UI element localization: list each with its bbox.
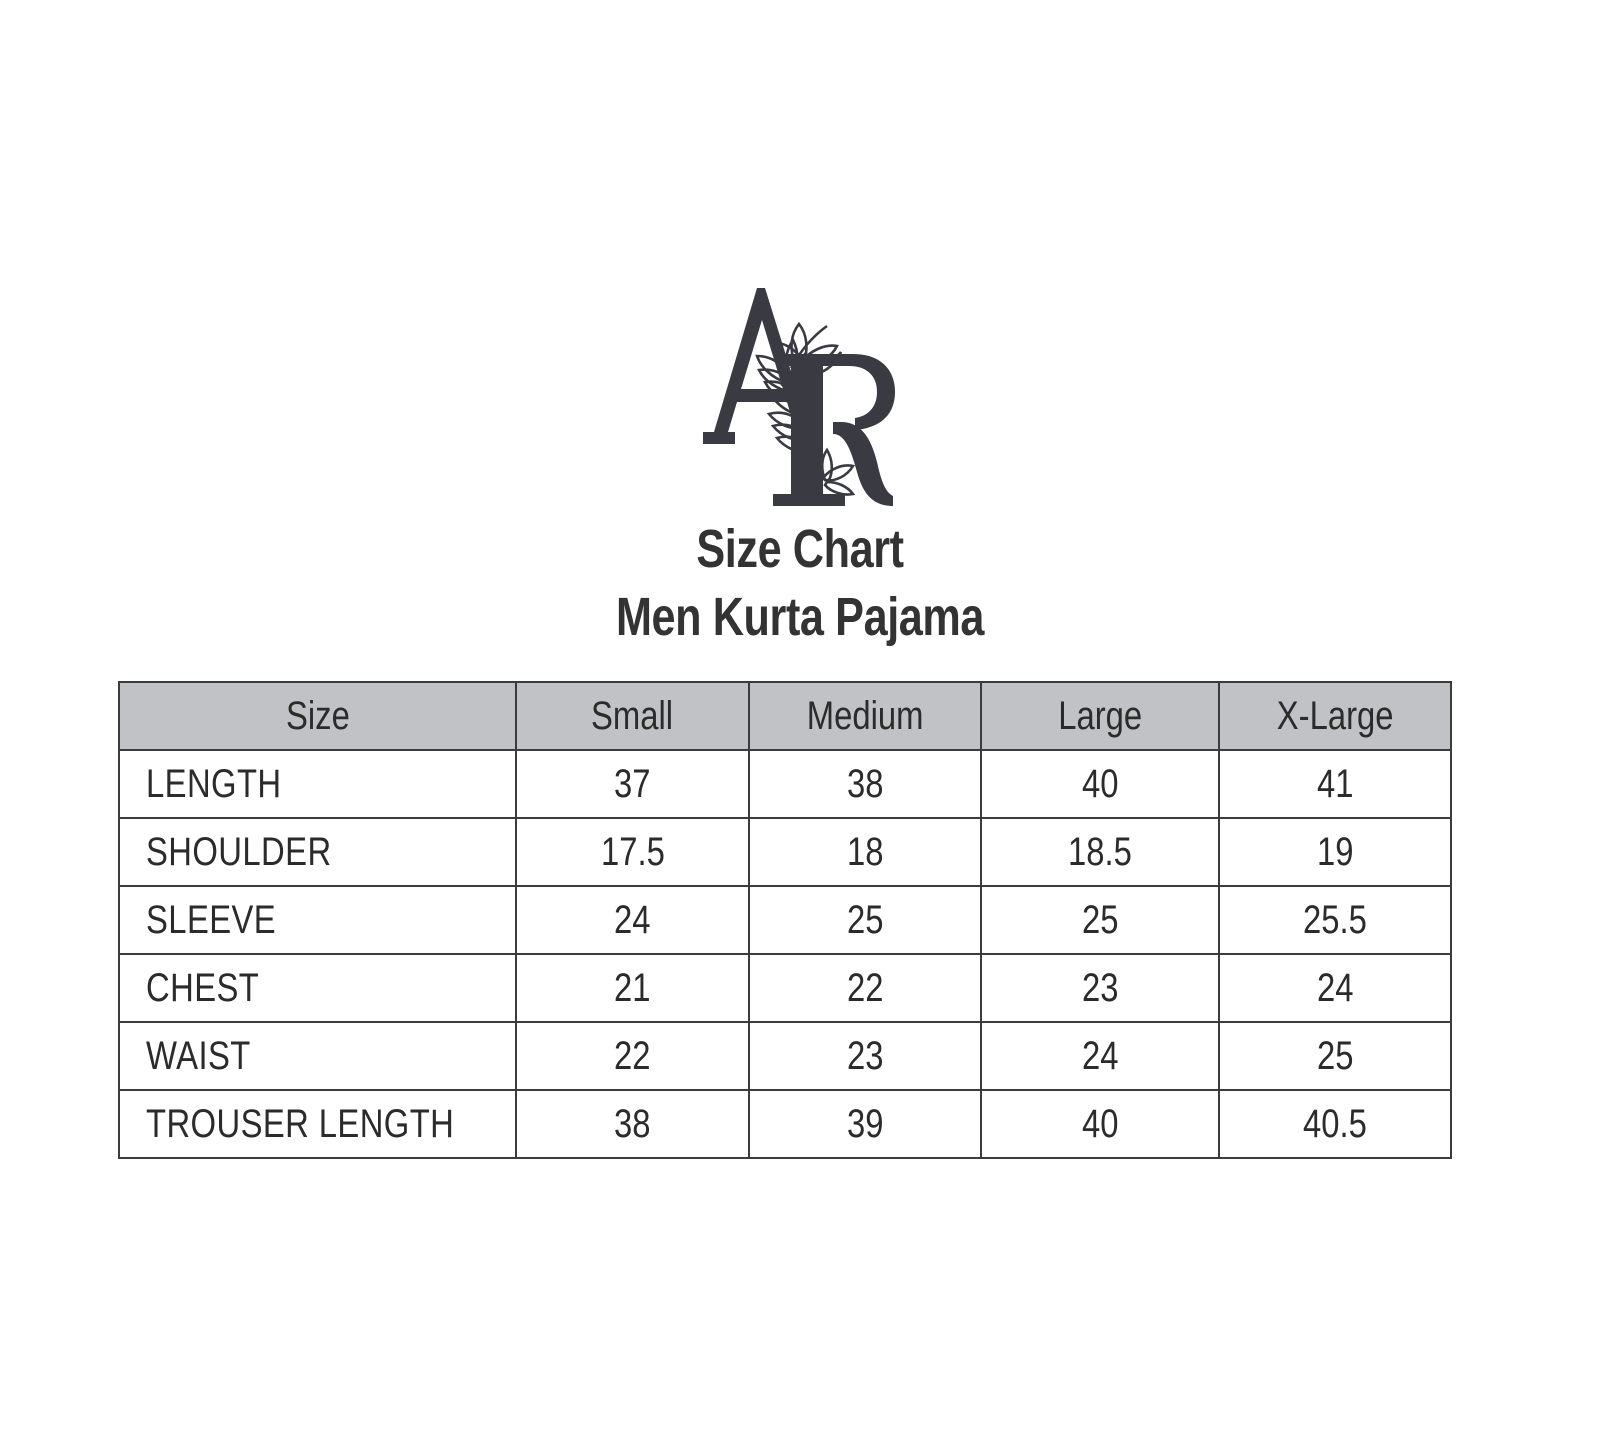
value-cell-xlarge: 41 [1218,749,1452,819]
value-cell-medium: 22 [748,953,982,1023]
value-cell-medium: 38 [748,749,982,819]
value-text: 18.5 [1068,829,1132,874]
column-header-medium-label: Medium [806,693,924,738]
value-cell-small: 21 [515,953,750,1023]
column-header-size-label: Size [285,693,350,738]
row-label: CHEST [146,965,260,1010]
value-text: 39 [846,1101,884,1146]
row-label-cell: WAIST [118,1021,517,1091]
row-label: WAIST [146,1033,251,1078]
value-cell-xlarge: 40.5 [1218,1089,1452,1159]
value-cell-medium: 25 [748,885,982,955]
value-cell-large: 24 [980,1021,1220,1091]
table-row: WAIST 22 23 24 25 [118,1021,1452,1091]
value-text: 24 [1316,965,1354,1010]
table-header: Size Small Medium Large X-Large [118,681,1452,751]
value-text: 38 [614,1101,651,1146]
page-subtitle: Men Kurta Pajama [615,587,985,648]
value-cell-medium: 23 [748,1021,982,1091]
value-text: 23 [1081,965,1119,1010]
row-label-cell: CHEST [118,953,517,1023]
value-cell-large: 25 [980,885,1220,955]
table-row: TROUSER LENGTH 38 39 40 40.5 [118,1089,1452,1159]
column-header-xlarge-label: X-Large [1276,693,1394,738]
value-text: 23 [846,1033,884,1078]
value-text: 17.5 [600,829,665,874]
row-label: SLEEVE [146,897,277,942]
value-cell-medium: 39 [748,1089,982,1159]
value-cell-small: 22 [515,1021,750,1091]
value-cell-large: 18.5 [980,817,1220,887]
value-text: 25 [1081,897,1119,942]
value-text: 19 [1316,829,1354,874]
value-text: 40 [1081,761,1119,806]
value-text: 40 [1081,1101,1119,1146]
column-header-large: Large [980,681,1220,751]
row-label: TROUSER LENGTH [146,1101,455,1146]
value-text: 24 [614,897,651,942]
value-text: 25 [846,897,884,942]
value-cell-small: 38 [515,1089,750,1159]
column-header-size: Size [118,681,517,751]
value-cell-medium: 18 [748,817,982,887]
value-cell-xlarge: 24 [1218,953,1452,1023]
ar-monogram-icon [703,288,895,506]
value-text: 38 [846,761,884,806]
value-cell-small: 37 [515,749,750,819]
value-cell-large: 40 [980,749,1220,819]
value-cell-large: 40 [980,1089,1220,1159]
value-cell-xlarge: 25 [1218,1021,1452,1091]
value-text: 24 [1081,1033,1119,1078]
row-label-cell: SLEEVE [118,885,517,955]
value-text: 25 [1316,1033,1354,1078]
row-label-cell: LENGTH [118,749,517,819]
column-header-medium: Medium [748,681,982,751]
value-cell-large: 23 [980,953,1220,1023]
value-text: 41 [1316,761,1354,806]
value-cell-xlarge: 19 [1218,817,1452,887]
brand-logo [0,272,1600,510]
column-header-small-label: Small [591,693,674,738]
chart-title-block: Size Chart Men Kurta Pajama [0,520,1600,647]
column-header-small: Small [515,681,750,751]
value-text: 37 [614,761,651,806]
size-chart-table: Size Small Medium Large X-Large [118,681,1452,1159]
value-cell-small: 24 [515,885,750,955]
table-row: LENGTH 37 38 40 41 [118,749,1452,819]
value-cell-small: 17.5 [515,817,750,887]
row-label-cell: SHOULDER [118,817,517,887]
column-header-large-label: Large [1058,693,1142,738]
table-body: LENGTH 37 38 40 41 [118,749,1452,1159]
table-row: SLEEVE 24 25 25 25.5 [118,885,1452,955]
size-chart-table-wrapper: Size Small Medium Large X-Large [118,681,1452,1159]
table-row: SHOULDER 17.5 18 18.5 19 [118,817,1452,887]
value-text: 21 [614,965,651,1010]
row-label-cell: TROUSER LENGTH [118,1089,517,1159]
row-label: LENGTH [146,761,282,806]
table-header-row: Size Small Medium Large X-Large [118,681,1452,751]
value-text: 22 [614,1033,651,1078]
page-title: Size Chart [696,519,904,579]
value-text: 22 [846,965,884,1010]
column-header-xlarge: X-Large [1218,681,1452,751]
value-text: 40.5 [1303,1101,1367,1146]
value-text: 18 [846,829,884,874]
value-text: 25.5 [1303,897,1367,942]
row-label: SHOULDER [146,829,332,874]
value-cell-xlarge: 25.5 [1218,885,1452,955]
table-row: CHEST 21 22 23 24 [118,953,1452,1023]
